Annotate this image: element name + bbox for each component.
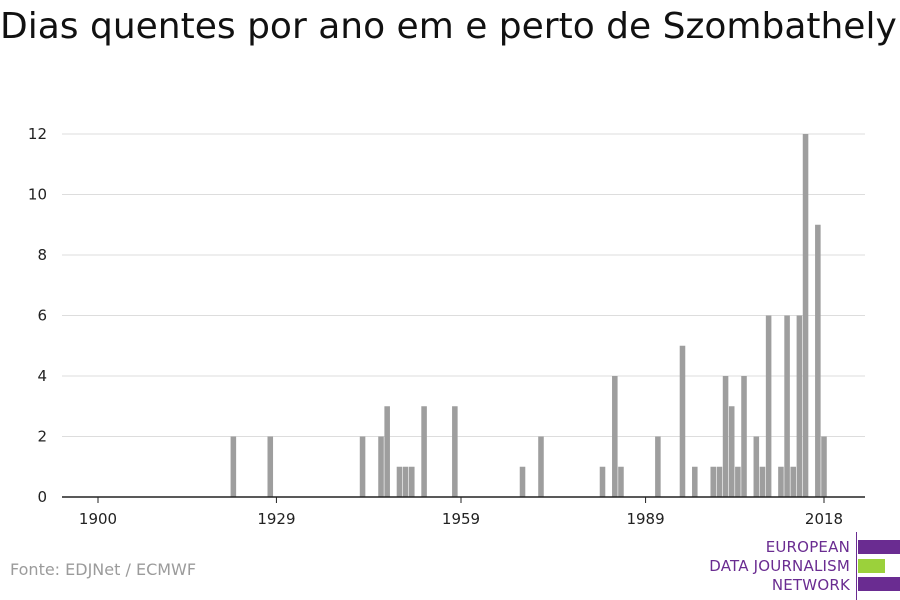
edjnet-logo: EUROPEAN DATA JOURNALISM NETWORK xyxy=(700,532,900,600)
bar-1969 xyxy=(519,466,526,497)
y-tick-label-2: 2 xyxy=(37,428,47,446)
bar-1950 xyxy=(402,466,409,497)
bar-layer xyxy=(230,134,827,497)
x-tick-label-1929: 1929 xyxy=(257,510,295,528)
x-tick-label-1989: 1989 xyxy=(626,510,664,528)
logo-bar-top xyxy=(858,540,900,554)
bar-1951 xyxy=(409,466,415,497)
x-tick-label-2018: 2018 xyxy=(805,510,843,528)
bar-1946 xyxy=(378,436,384,497)
bar-1949 xyxy=(396,466,403,497)
y-tick-label-6: 6 xyxy=(37,307,47,325)
logo-bar-middle xyxy=(858,559,885,573)
bar-2007 xyxy=(753,436,760,497)
bar-1943 xyxy=(359,436,366,497)
bar-1984 xyxy=(612,376,618,497)
bar-1928 xyxy=(267,436,274,497)
bar-1982 xyxy=(599,466,606,497)
logo-line-3: NETWORK xyxy=(771,576,850,594)
x-tick-label-1900: 1900 xyxy=(79,510,117,528)
y-tick-label-0: 0 xyxy=(37,488,47,506)
axis-layer xyxy=(62,496,865,503)
bar-2003 xyxy=(728,406,735,497)
bar-1972 xyxy=(538,436,544,497)
bar-2002 xyxy=(722,376,729,497)
bar-1922 xyxy=(230,436,237,497)
bar-1995 xyxy=(679,345,686,497)
bar-1958 xyxy=(452,406,458,497)
logo-bar-bottom xyxy=(858,577,900,591)
y-tick-label-12: 12 xyxy=(28,125,47,143)
bar-2008 xyxy=(759,466,766,497)
grid-layer xyxy=(62,133,865,437)
y-tick-label-10: 10 xyxy=(28,186,47,204)
y-tick-label-4: 4 xyxy=(37,367,47,385)
logo-line-1: EUROPEAN xyxy=(765,538,850,556)
y-tick-label-8: 8 xyxy=(37,246,47,264)
bar-2011 xyxy=(778,466,784,497)
bar-2012 xyxy=(784,315,790,497)
bar-2015 xyxy=(802,134,809,497)
chart-title: Dias quentes por ano em e perto de Szomb… xyxy=(0,6,897,47)
bar-2000 xyxy=(710,466,717,497)
bar-1953 xyxy=(421,406,427,497)
x-tick-label-1959: 1959 xyxy=(442,510,480,528)
logo-line-2: DATA JOURNALISM xyxy=(709,557,850,575)
bar-1997 xyxy=(692,466,698,497)
bar-1985 xyxy=(618,466,624,497)
logo-divider xyxy=(856,532,857,600)
bar-1991 xyxy=(655,436,661,497)
bar-1947 xyxy=(384,406,390,497)
bar-2013 xyxy=(790,466,797,497)
bar-2001 xyxy=(716,466,723,497)
bar-2004 xyxy=(735,466,741,497)
bar-2014 xyxy=(796,315,803,497)
bar-2009 xyxy=(765,315,772,497)
bar-2018 xyxy=(821,436,827,497)
bar-2005 xyxy=(741,376,747,497)
source-note: Fonte: EDJNet / ECMWF xyxy=(10,560,197,579)
bar-2017 xyxy=(815,224,821,497)
label-layer: 0 2 4 6 8 10 12 1900 1929 1959 1989 2018 xyxy=(28,125,843,528)
